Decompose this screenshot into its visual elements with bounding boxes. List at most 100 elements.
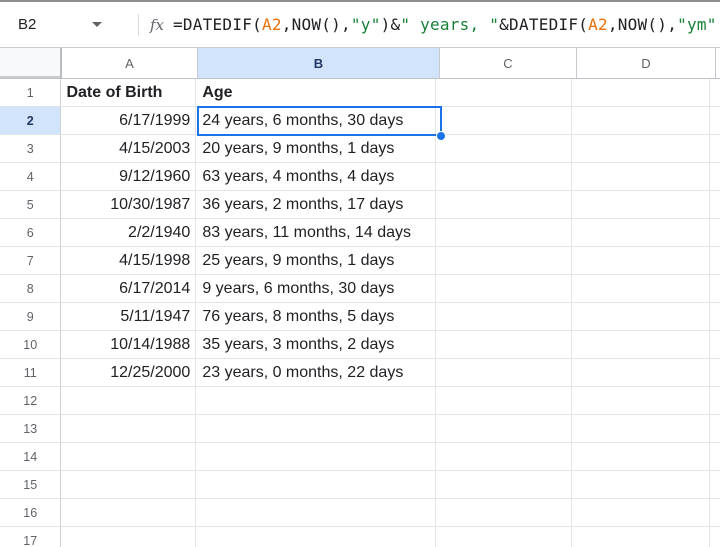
- cell-A5[interactable]: 10/30/1987: [61, 191, 197, 219]
- cell-A2[interactable]: 6/17/1999: [61, 107, 197, 135]
- cell-D5[interactable]: [572, 191, 710, 219]
- formula-segment-default: ,NOW(),: [607, 15, 678, 34]
- row-header-1[interactable]: 1: [0, 79, 62, 107]
- cell-C12[interactable]: [436, 387, 573, 415]
- cell-D17[interactable]: [572, 527, 710, 547]
- cell-D13[interactable]: [572, 415, 710, 443]
- cell-B15[interactable]: [196, 471, 437, 499]
- cell-B1[interactable]: Age: [196, 79, 437, 107]
- column-header-D[interactable]: D: [577, 48, 716, 78]
- cell-C7[interactable]: [436, 247, 573, 275]
- formula-segment-ref: A2: [588, 15, 608, 34]
- cell-C2[interactable]: [436, 107, 573, 135]
- cell-D12[interactable]: [572, 387, 710, 415]
- cell-A3[interactable]: 4/15/2003: [61, 135, 197, 163]
- cell-D6[interactable]: [572, 219, 710, 247]
- cell-A16[interactable]: [61, 499, 197, 527]
- cell-B12[interactable]: [196, 387, 437, 415]
- cell-B16[interactable]: [196, 499, 437, 527]
- formula-segment-ref: A2: [261, 15, 282, 34]
- cell-A13[interactable]: [61, 415, 197, 443]
- cell-D16[interactable]: [572, 499, 710, 527]
- cell-D14[interactable]: [572, 443, 710, 471]
- row-header-2[interactable]: 2: [0, 107, 62, 135]
- cell-C17[interactable]: [436, 527, 573, 547]
- cell-B14[interactable]: [196, 443, 437, 471]
- formula-input[interactable]: =DATEDIF(A2,NOW(),"y")&" years, "&DATEDI…: [173, 15, 720, 34]
- row-header-7[interactable]: 7: [0, 247, 62, 275]
- cell-A4[interactable]: 9/12/1960: [61, 163, 197, 191]
- row-header-11[interactable]: 11: [0, 359, 62, 387]
- name-box[interactable]: B2: [0, 2, 138, 47]
- sheet-row-8: 8 6/17/2014 9 years, 6 months, 30 days: [0, 275, 720, 303]
- cell-D3[interactable]: [572, 135, 710, 163]
- cell-A11[interactable]: 12/25/2000: [61, 359, 197, 387]
- cell-partial-14: [710, 443, 720, 471]
- cell-B8[interactable]: 9 years, 6 months, 30 days: [196, 275, 437, 303]
- cell-C11[interactable]: [436, 359, 573, 387]
- cell-B7[interactable]: 25 years, 9 months, 1 days: [196, 247, 437, 275]
- chevron-down-icon[interactable]: [92, 22, 102, 27]
- cell-D10[interactable]: [572, 331, 710, 359]
- cell-C13[interactable]: [436, 415, 573, 443]
- row-header-16[interactable]: 16: [0, 499, 62, 527]
- cell-A6[interactable]: 2/2/1940: [61, 219, 197, 247]
- cell-D15[interactable]: [572, 471, 710, 499]
- cell-C4[interactable]: [436, 163, 573, 191]
- cell-D4[interactable]: [572, 163, 710, 191]
- row-header-3[interactable]: 3: [0, 135, 62, 163]
- row-header-13[interactable]: 13: [0, 415, 62, 443]
- cell-B3[interactable]: 20 years, 9 months, 1 days: [196, 135, 437, 163]
- cell-A12[interactable]: [61, 387, 197, 415]
- cell-B2[interactable]: 24 years, 6 months, 30 days: [196, 107, 437, 135]
- cell-C14[interactable]: [436, 443, 573, 471]
- column-header-B[interactable]: B: [198, 48, 440, 78]
- select-all-corner[interactable]: [0, 48, 62, 78]
- row-header-14[interactable]: 14: [0, 443, 62, 471]
- cell-D8[interactable]: [572, 275, 710, 303]
- cell-C5[interactable]: [436, 191, 573, 219]
- cell-D1[interactable]: [572, 79, 710, 107]
- cell-C1[interactable]: [436, 79, 573, 107]
- cell-D2[interactable]: [572, 107, 710, 135]
- cell-A15[interactable]: [61, 471, 197, 499]
- cell-C8[interactable]: [436, 275, 573, 303]
- cell-partial-8: [710, 275, 720, 303]
- row-header-5[interactable]: 5: [0, 191, 62, 219]
- cell-C6[interactable]: [436, 219, 573, 247]
- cell-B4[interactable]: 63 years, 4 months, 4 days: [196, 163, 437, 191]
- row-header-6[interactable]: 6: [0, 219, 62, 247]
- row-header-10[interactable]: 10: [0, 331, 62, 359]
- row-header-17[interactable]: 17: [0, 527, 62, 547]
- fill-handle[interactable]: [436, 131, 446, 141]
- row-header-9[interactable]: 9: [0, 303, 62, 331]
- cell-C3[interactable]: [436, 135, 573, 163]
- cell-B13[interactable]: [196, 415, 437, 443]
- cell-C10[interactable]: [436, 331, 573, 359]
- cell-B6[interactable]: 83 years, 11 months, 14 days: [196, 219, 437, 247]
- cell-B11[interactable]: 23 years, 0 months, 22 days: [196, 359, 437, 387]
- cell-C9[interactable]: [436, 303, 573, 331]
- cell-A7[interactable]: 4/15/1998: [61, 247, 197, 275]
- cell-B5[interactable]: 36 years, 2 months, 17 days: [196, 191, 437, 219]
- row-header-15[interactable]: 15: [0, 471, 62, 499]
- row-header-8[interactable]: 8: [0, 275, 62, 303]
- cell-A1[interactable]: Date of Birth: [61, 79, 197, 107]
- column-header-A[interactable]: A: [62, 48, 198, 78]
- cell-A9[interactable]: 5/11/1947: [61, 303, 197, 331]
- cell-A8[interactable]: 6/17/2014: [61, 275, 197, 303]
- row-header-12[interactable]: 12: [0, 387, 62, 415]
- cell-B17[interactable]: [196, 527, 437, 547]
- row-header-4[interactable]: 4: [0, 163, 62, 191]
- cell-D9[interactable]: [572, 303, 710, 331]
- cell-D11[interactable]: [572, 359, 710, 387]
- cell-A14[interactable]: [61, 443, 197, 471]
- cell-B9[interactable]: 76 years, 8 months, 5 days: [196, 303, 437, 331]
- cell-A17[interactable]: [61, 527, 197, 547]
- cell-C16[interactable]: [436, 499, 573, 527]
- cell-A10[interactable]: 10/14/1988: [61, 331, 197, 359]
- cell-B10[interactable]: 35 years, 3 months, 2 days: [196, 331, 437, 359]
- column-header-C[interactable]: C: [440, 48, 577, 78]
- cell-C15[interactable]: [436, 471, 573, 499]
- cell-D7[interactable]: [572, 247, 710, 275]
